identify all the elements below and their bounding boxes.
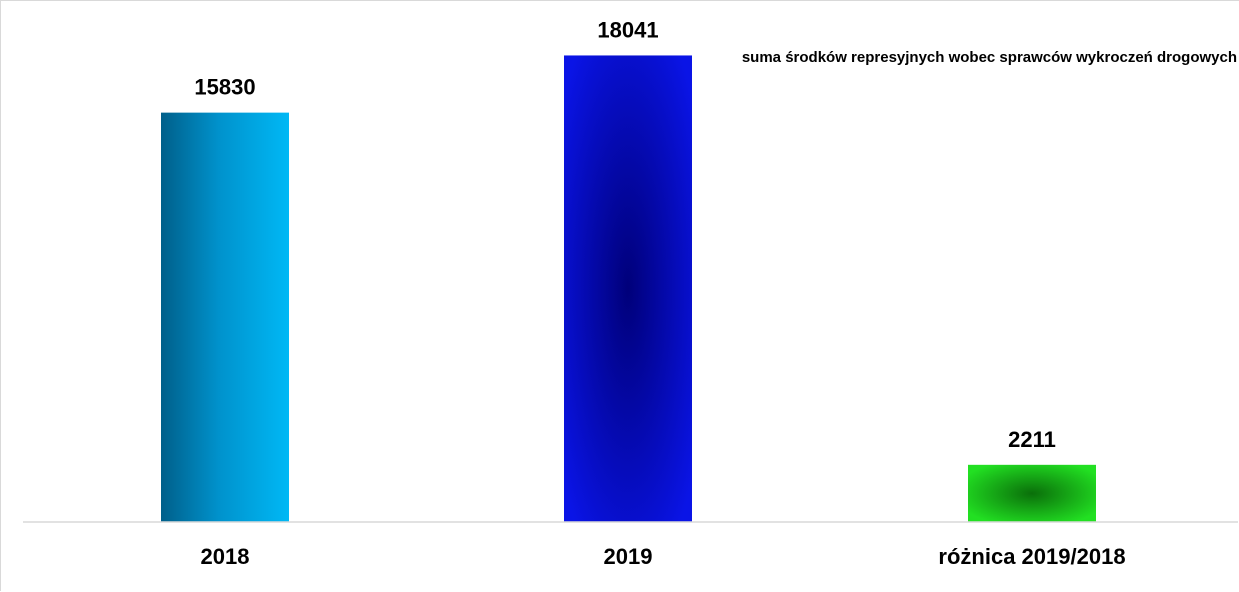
category-label-r-nica-2019-2018: różnica 2019/2018	[938, 544, 1125, 569]
category-label-2019: 2019	[604, 544, 653, 569]
bar-2018	[161, 112, 289, 522]
category-label-2018: 2018	[201, 544, 250, 569]
value-label-r-nica-2019-2018: 2211	[1008, 427, 1056, 452]
chart-title: suma środków represyjnych wobec sprawców…	[742, 49, 1237, 66]
bar-r-nica-2019-2018	[968, 464, 1096, 522]
value-label-2018: 15830	[194, 75, 255, 100]
bar-2019	[564, 55, 692, 522]
value-label-2019: 18041	[597, 17, 658, 42]
